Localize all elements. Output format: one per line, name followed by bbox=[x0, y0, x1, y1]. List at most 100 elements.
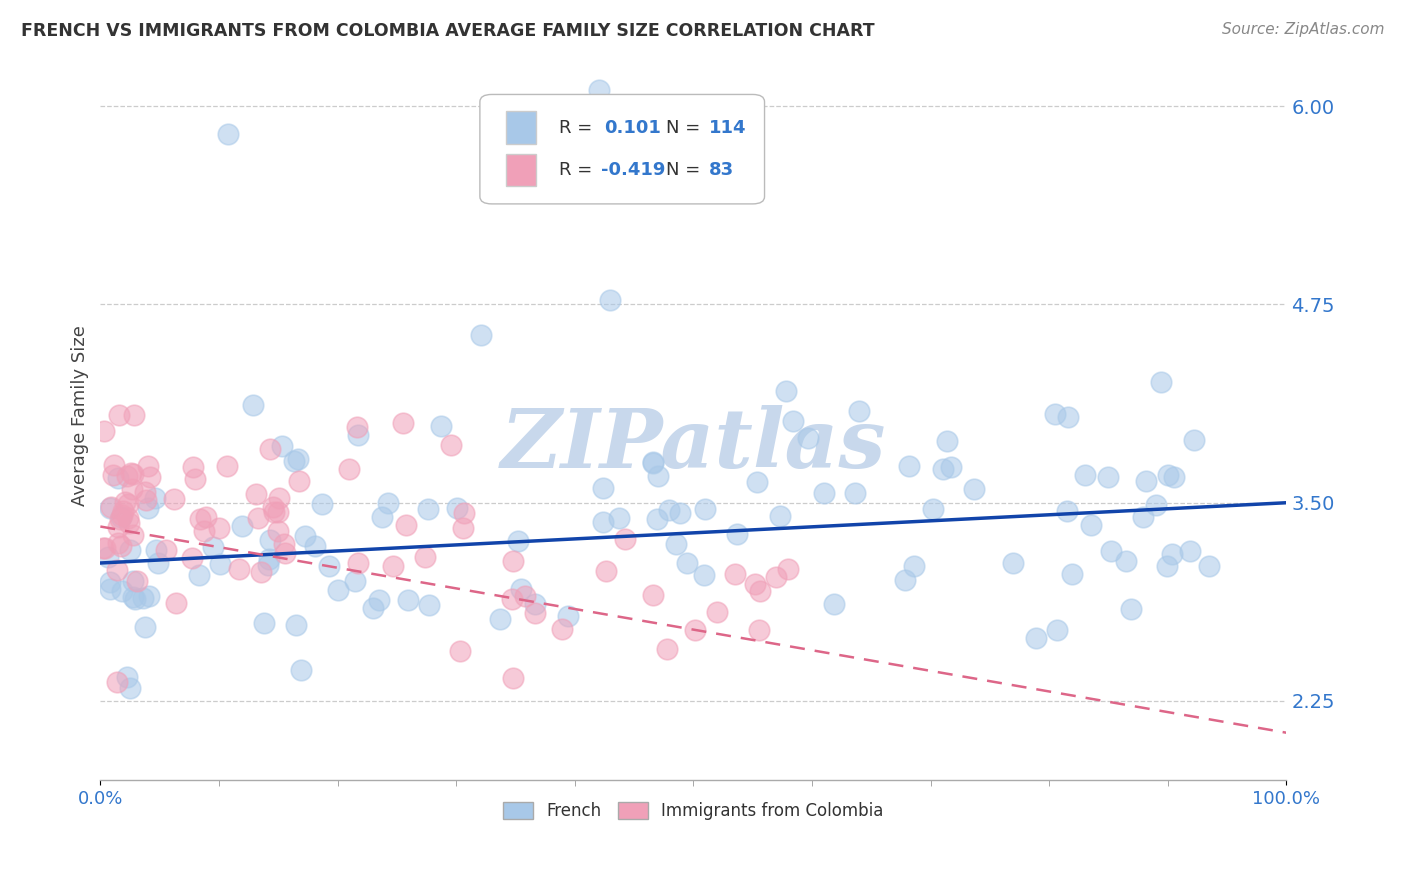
Point bbox=[693, 501, 716, 516]
Point bbox=[103, 458, 125, 472]
Point bbox=[202, 540, 225, 554]
Point bbox=[209, 557, 232, 571]
Point bbox=[267, 524, 290, 538]
Point bbox=[392, 417, 415, 431]
Text: ZIPatlas: ZIPatlas bbox=[501, 405, 886, 484]
Point bbox=[346, 556, 368, 570]
Point bbox=[724, 567, 747, 582]
Point bbox=[273, 537, 295, 551]
Point bbox=[848, 404, 870, 418]
Point bbox=[263, 505, 285, 519]
Point bbox=[1025, 631, 1047, 645]
Point bbox=[122, 467, 145, 481]
Point bbox=[931, 461, 953, 475]
Point bbox=[193, 524, 215, 538]
Point bbox=[1198, 559, 1220, 574]
Point bbox=[114, 495, 136, 509]
Point bbox=[823, 597, 845, 611]
Point bbox=[607, 510, 630, 524]
Point bbox=[294, 528, 316, 542]
Point bbox=[769, 509, 792, 524]
Text: 0.101: 0.101 bbox=[605, 119, 661, 136]
Point bbox=[675, 556, 697, 570]
Point bbox=[111, 583, 134, 598]
Point bbox=[502, 554, 524, 568]
Point bbox=[936, 434, 959, 448]
Point bbox=[215, 458, 238, 473]
Point bbox=[613, 532, 636, 546]
Point bbox=[138, 589, 160, 603]
Point bbox=[898, 458, 921, 473]
Point bbox=[250, 565, 273, 579]
FancyBboxPatch shape bbox=[479, 95, 765, 204]
Point bbox=[1001, 556, 1024, 570]
Point bbox=[94, 541, 117, 555]
Point bbox=[381, 558, 404, 573]
Point bbox=[124, 409, 146, 423]
Point bbox=[107, 520, 129, 534]
Point bbox=[470, 327, 492, 342]
Point bbox=[311, 497, 333, 511]
Point bbox=[145, 542, 167, 557]
Point bbox=[115, 669, 138, 683]
Point bbox=[91, 541, 114, 555]
Point bbox=[641, 455, 664, 469]
Point bbox=[284, 617, 307, 632]
Point bbox=[117, 510, 139, 524]
Point bbox=[271, 439, 294, 453]
Point bbox=[599, 293, 621, 307]
Point bbox=[134, 484, 156, 499]
Point bbox=[508, 533, 530, 548]
Point bbox=[121, 527, 143, 541]
Point bbox=[108, 512, 131, 526]
Point bbox=[963, 482, 986, 496]
Point bbox=[658, 503, 681, 517]
Text: R =: R = bbox=[560, 119, 592, 136]
Point bbox=[326, 583, 349, 598]
Point bbox=[665, 536, 688, 550]
Point bbox=[1157, 467, 1180, 482]
Point bbox=[118, 516, 141, 531]
Point bbox=[117, 468, 139, 483]
Point bbox=[921, 501, 943, 516]
Text: N =: N = bbox=[666, 161, 700, 179]
Point bbox=[592, 516, 614, 530]
Text: FRENCH VS IMMIGRANTS FROM COLOMBIA AVERAGE FAMILY SIZE CORRELATION CHART: FRENCH VS IMMIGRANTS FROM COLOMBIA AVERA… bbox=[21, 22, 875, 40]
Y-axis label: Average Family Size: Average Family Size bbox=[72, 325, 89, 506]
Point bbox=[550, 622, 572, 636]
Point bbox=[188, 512, 211, 526]
Point bbox=[259, 442, 281, 456]
Point bbox=[844, 486, 866, 500]
Point bbox=[143, 491, 166, 505]
Point bbox=[124, 592, 146, 607]
Point bbox=[136, 459, 159, 474]
Point bbox=[288, 474, 311, 488]
Point bbox=[418, 598, 440, 612]
Point bbox=[121, 482, 143, 496]
Point bbox=[98, 500, 121, 515]
Point bbox=[259, 552, 281, 566]
Point bbox=[180, 550, 202, 565]
Point bbox=[725, 527, 748, 541]
Point bbox=[903, 559, 925, 574]
Point bbox=[283, 453, 305, 467]
FancyBboxPatch shape bbox=[506, 111, 536, 144]
Point bbox=[1160, 547, 1182, 561]
Point bbox=[1144, 498, 1167, 512]
Text: Source: ZipAtlas.com: Source: ZipAtlas.com bbox=[1222, 22, 1385, 37]
Point bbox=[337, 462, 360, 476]
Point bbox=[139, 469, 162, 483]
Point bbox=[110, 539, 132, 553]
Point bbox=[1046, 623, 1069, 637]
Point bbox=[165, 596, 187, 610]
Point bbox=[135, 492, 157, 507]
FancyBboxPatch shape bbox=[506, 153, 536, 186]
Point bbox=[1060, 566, 1083, 581]
Point bbox=[449, 644, 471, 658]
Point bbox=[136, 500, 159, 515]
Point bbox=[274, 546, 297, 560]
Point bbox=[107, 471, 129, 485]
Point bbox=[1043, 407, 1066, 421]
Point bbox=[1115, 554, 1137, 568]
Legend: French, Immigrants from Colombia: French, Immigrants from Colombia bbox=[496, 795, 890, 827]
